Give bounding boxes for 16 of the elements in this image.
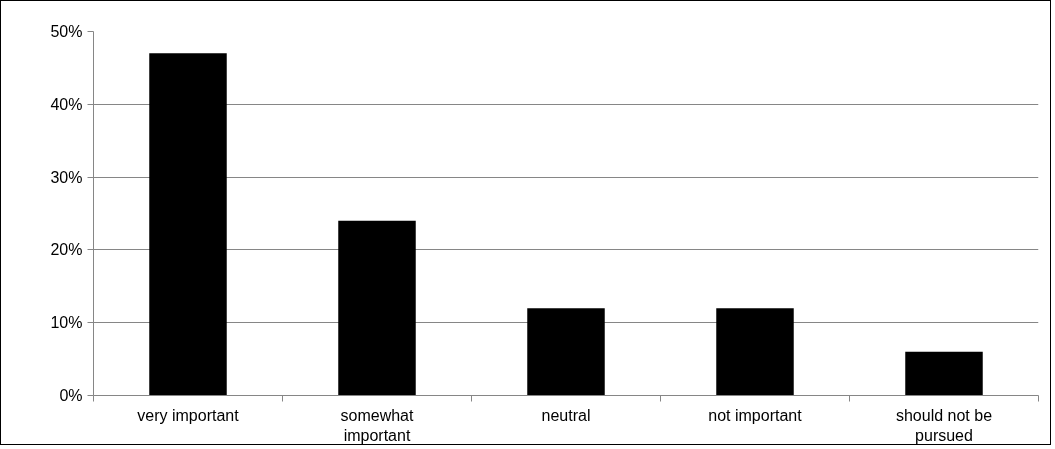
y-tick-label: 40% [50,95,83,113]
x-tick-label: not important [708,406,803,424]
y-tick-label: 50% [50,23,83,40]
bar [527,308,605,396]
x-tick-label: should not be pursued [895,406,993,444]
x-tick-label: very important [137,406,240,424]
y-tick-label: 10% [50,314,83,332]
bar [149,53,227,396]
bar [905,351,983,396]
bar [338,220,416,396]
y-tick-label: 30% [50,168,83,186]
x-tick-label: somewhat important [340,406,415,444]
y-tick-label: 20% [50,241,83,259]
x-tick-label: neutral [541,406,591,424]
y-tick-label: 0% [59,387,83,404]
bar [716,308,794,396]
